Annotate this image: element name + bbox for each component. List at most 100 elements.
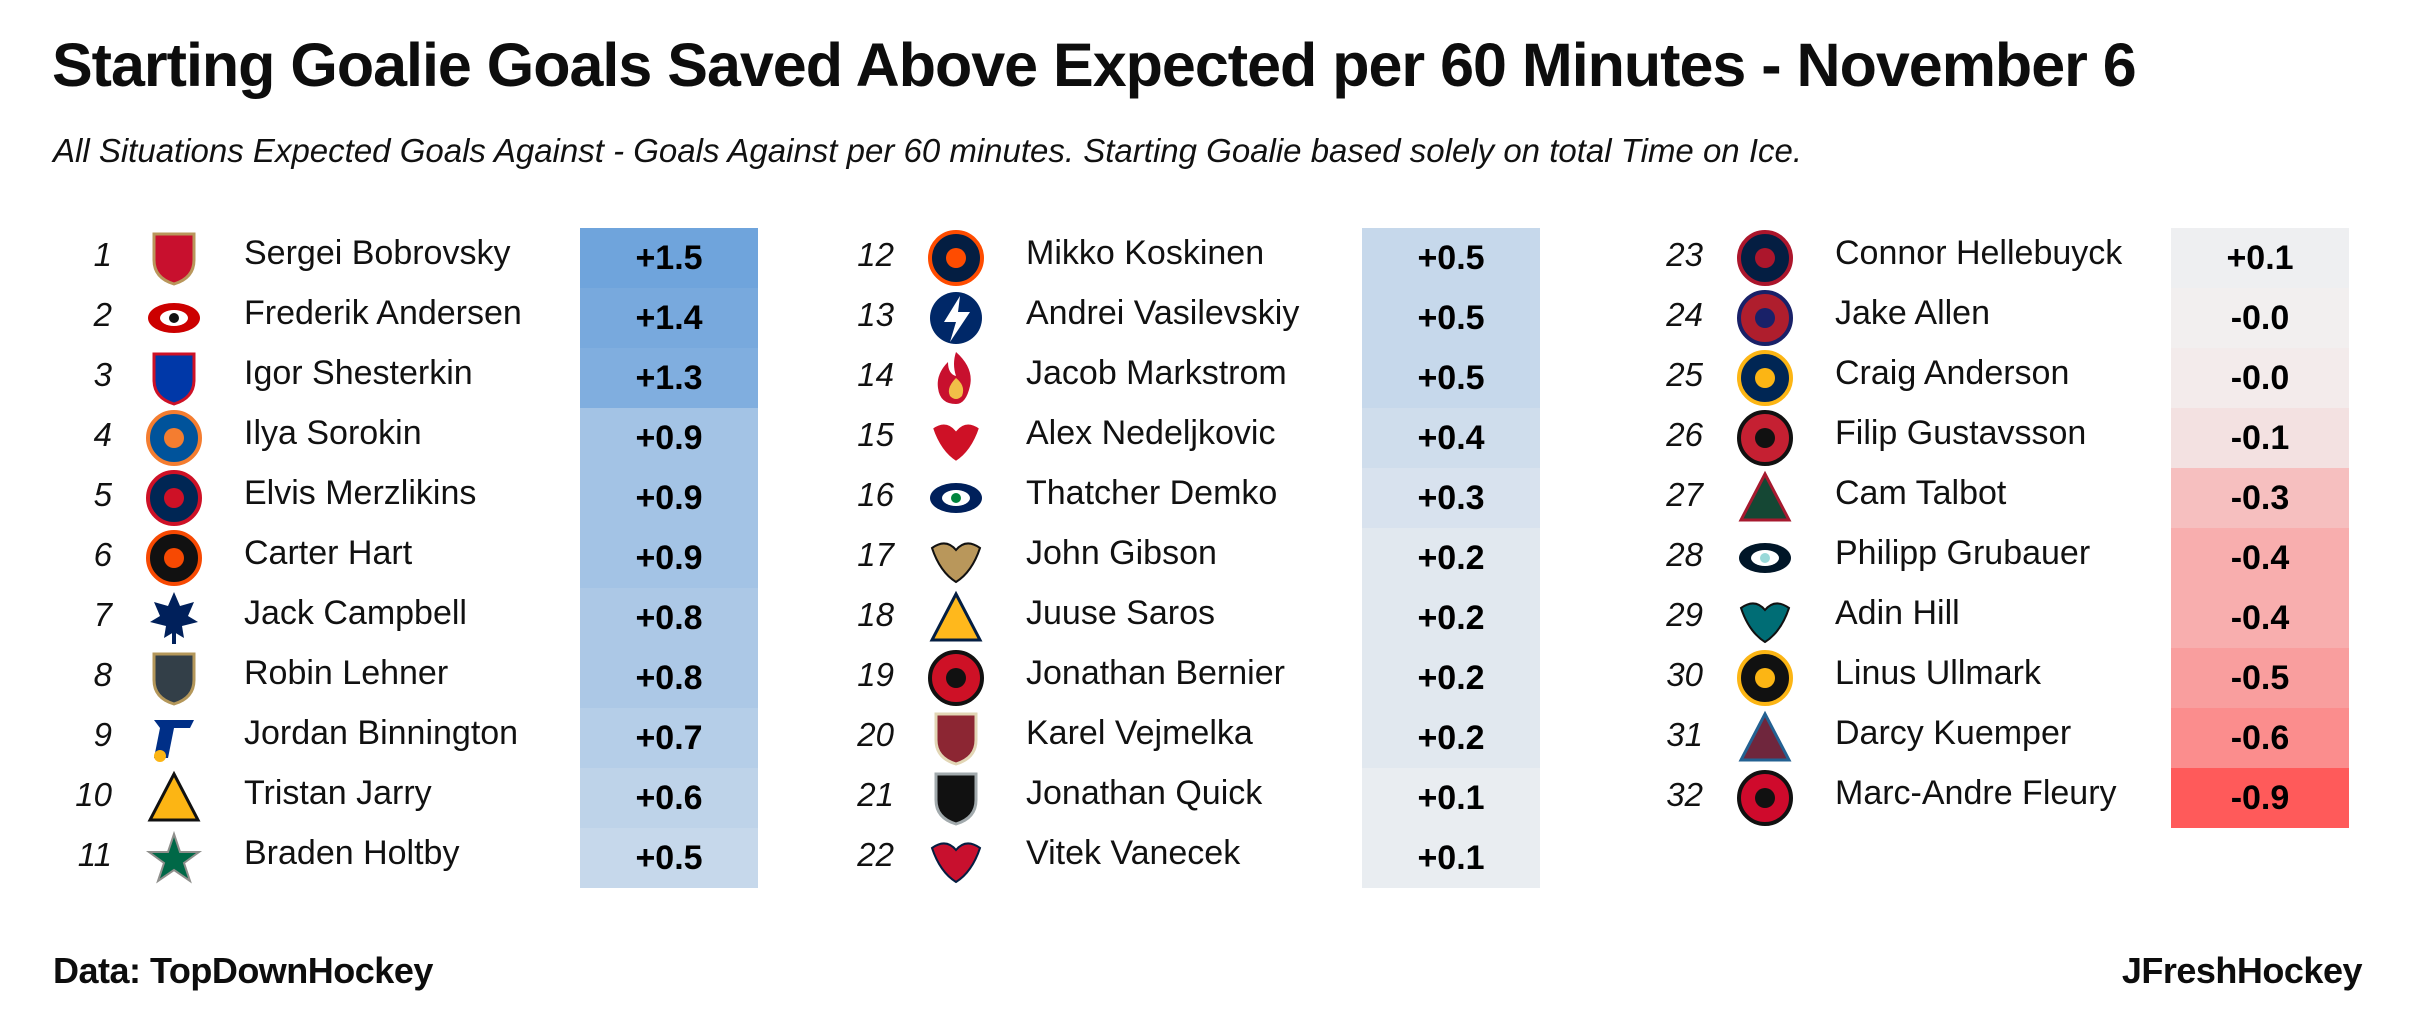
ducks-logo-icon xyxy=(926,528,986,588)
rank-number: 3 xyxy=(93,356,112,393)
sharks-logo-icon xyxy=(1735,588,1795,648)
goalie-name: Andrei Vasilevskiy xyxy=(1026,294,1300,332)
rank-number: 2 xyxy=(93,296,112,333)
gsax-value-cell: +0.9 xyxy=(580,528,758,588)
islanders-logo-icon xyxy=(144,408,204,468)
rank-number: 18 xyxy=(857,596,894,633)
goalie-column-2: 12 Mikko Koskinen +0.5 13 Andrei Vasilevskiy… xyxy=(834,228,1594,908)
gsax-value-cell: -0.0 xyxy=(2171,288,2349,348)
goalie-row: 17 John Gibson +0.2 xyxy=(834,528,1594,588)
goalie-name: Filip Gustavsson xyxy=(1835,414,2087,452)
gsax-value-cell: +0.5 xyxy=(1362,348,1540,408)
gsax-value-cell: -0.9 xyxy=(2171,768,2349,828)
goalie-name: Jacob Markstrom xyxy=(1026,354,1287,392)
coyotes-logo-icon xyxy=(926,708,986,768)
chart-subtitle: All Situations Expected Goals Against - … xyxy=(53,132,1803,169)
goalie-row: 22 Vitek Vanecek +0.1 xyxy=(834,828,1594,888)
goalie-name: Frederik Andersen xyxy=(244,294,522,332)
gsax-value-cell: -0.5 xyxy=(2171,648,2349,708)
gsax-value-cell: +0.5 xyxy=(1362,288,1540,348)
goalie-name: Jordan Binnington xyxy=(244,714,519,752)
wild-logo-icon xyxy=(1735,468,1795,528)
rank-number: 17 xyxy=(857,536,894,573)
rank-number: 6 xyxy=(93,536,112,573)
goalie-name: Braden Holtby xyxy=(244,834,460,872)
goalie-name: John Gibson xyxy=(1026,534,1217,572)
goalie-name: Ilya Sorokin xyxy=(244,414,422,452)
goalie-row: 3 Igor Shesterkin +1.3 xyxy=(52,348,812,408)
rank-number: 21 xyxy=(857,776,894,813)
stars-logo-icon xyxy=(144,828,204,888)
goalie-row: 7 Jack Campbell +0.8 xyxy=(52,588,812,648)
goalie-name: Jonathan Bernier xyxy=(1026,654,1285,692)
goalie-row: 6 Carter Hart +0.9 xyxy=(52,528,812,588)
maple-leafs-logo-icon xyxy=(144,588,204,648)
goalie-row: 9 Jordan Binnington +0.7 xyxy=(52,708,812,768)
rank-number: 13 xyxy=(857,296,894,333)
goalie-name: Thatcher Demko xyxy=(1026,474,1278,512)
goalie-row: 14 Jacob Markstrom +0.5 xyxy=(834,348,1594,408)
goalie-row: 29 Adin Hill -0.4 xyxy=(1643,588,2403,648)
rank-number: 7 xyxy=(93,596,112,633)
rank-number: 29 xyxy=(1666,596,1703,633)
goalie-row: 24 Jake Allen -0.0 xyxy=(1643,288,2403,348)
gsax-value-cell: +0.9 xyxy=(580,408,758,468)
goalie-row: 4 Ilya Sorokin +0.9 xyxy=(52,408,812,468)
flames-logo-icon xyxy=(926,348,986,408)
rangers-logo-icon xyxy=(144,348,204,408)
rank-number: 14 xyxy=(857,356,894,393)
gsax-value-cell: +1.5 xyxy=(580,228,758,288)
goalie-name: Jonathan Quick xyxy=(1026,774,1263,812)
senators-logo-icon xyxy=(1735,408,1795,468)
gsax-value-cell: -0.1 xyxy=(2171,408,2349,468)
goalie-name: Marc-Andre Fleury xyxy=(1835,774,2117,812)
rank-number: 9 xyxy=(93,716,112,753)
goalie-name: Darcy Kuemper xyxy=(1835,714,2072,752)
goalie-row: 32 Marc-Andre Fleury -0.9 xyxy=(1643,768,2403,828)
goalie-name: Karel Vejmelka xyxy=(1026,714,1253,752)
hurricanes-logo-icon xyxy=(144,288,204,348)
goalie-name: Igor Shesterkin xyxy=(244,354,473,392)
gsax-value-cell: -0.4 xyxy=(2171,528,2349,588)
rank-number: 10 xyxy=(75,776,112,813)
goalie-name: Alex Nedeljkovic xyxy=(1026,414,1276,452)
goalie-row: 28 Philipp Grubauer -0.4 xyxy=(1643,528,2403,588)
goalie-name: Juuse Saros xyxy=(1026,594,1215,632)
goalie-name: Robin Lehner xyxy=(244,654,449,692)
gsax-value-cell: +0.1 xyxy=(1362,828,1540,888)
canadiens-logo-icon xyxy=(1735,288,1795,348)
goalie-row: 8 Robin Lehner +0.8 xyxy=(52,648,812,708)
gsax-value-cell: +0.1 xyxy=(2171,228,2349,288)
bruins-logo-icon xyxy=(1735,648,1795,708)
goalie-row: 11 Braden Holtby +0.5 xyxy=(52,828,812,888)
rank-number: 30 xyxy=(1666,656,1703,693)
panthers-logo-icon xyxy=(144,228,204,288)
rank-number: 22 xyxy=(857,836,894,873)
goalie-row: 10 Tristan Jarry +0.6 xyxy=(52,768,812,828)
rank-number: 25 xyxy=(1666,356,1703,393)
canucks-logo-icon xyxy=(926,468,986,528)
avalanche-logo-icon xyxy=(1735,708,1795,768)
goalie-name: Jack Campbell xyxy=(244,594,467,632)
rank-number: 24 xyxy=(1666,296,1703,333)
gsax-value-cell: +0.2 xyxy=(1362,648,1540,708)
gsax-value-cell: +0.2 xyxy=(1362,528,1540,588)
goalie-name: Mikko Koskinen xyxy=(1026,234,1265,272)
gsax-value-cell: +0.5 xyxy=(580,828,758,888)
goalie-name: Jake Allen xyxy=(1835,294,1990,332)
rank-number: 11 xyxy=(77,836,112,873)
goalie-row: 30 Linus Ullmark -0.5 xyxy=(1643,648,2403,708)
gsax-value-cell: +0.4 xyxy=(1362,408,1540,468)
gsax-value-cell: -0.3 xyxy=(2171,468,2349,528)
blues-logo-icon xyxy=(144,708,204,768)
rank-number: 12 xyxy=(857,236,894,273)
goalie-name: Adin Hill xyxy=(1835,594,1960,632)
gsax-value-cell: +0.5 xyxy=(1362,228,1540,288)
goalie-row: 21 Jonathan Quick +0.1 xyxy=(834,768,1594,828)
goalie-name: Linus Ullmark xyxy=(1835,654,2041,692)
rank-number: 8 xyxy=(93,656,112,693)
author-credit: JFreshHockey xyxy=(2121,950,2363,991)
gsax-value-cell: +0.3 xyxy=(1362,468,1540,528)
rank-number: 23 xyxy=(1666,236,1703,273)
rank-number: 32 xyxy=(1666,776,1703,813)
